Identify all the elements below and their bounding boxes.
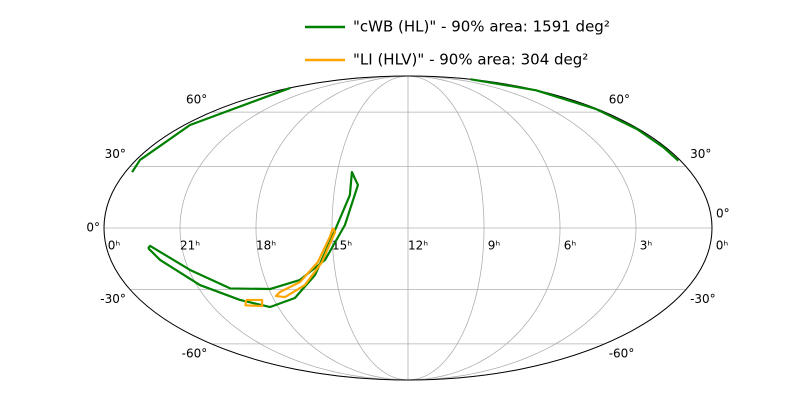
- sky-boundary: [103, 75, 713, 381]
- legend-label: "LI (HLV)" - 90% area: 304 deg²: [353, 51, 588, 69]
- x-tick-label: 6ʰ: [564, 239, 577, 253]
- contour-line: [470, 78, 680, 162]
- x-tick-label: 3ʰ: [640, 239, 653, 253]
- x-tick-label: 12ʰ: [408, 239, 428, 253]
- y-tick-label: 0°: [716, 207, 730, 221]
- legend: "cWB (HL)" - 90% area: 1591 deg² "LI (HLV…: [305, 18, 610, 69]
- contour-line: [274, 227, 337, 299]
- y-tick-label: 60°: [186, 93, 207, 107]
- y-tick-label: 60°: [609, 93, 630, 107]
- x-tick-label: 0ʰ: [108, 239, 121, 253]
- y-tick-label: 0°: [86, 221, 100, 235]
- x-tick-label: 0ʰ: [716, 239, 729, 253]
- x-tick-label: 15ʰ: [332, 239, 352, 253]
- contour-line: [147, 171, 360, 309]
- y-tick-label: -60°: [609, 346, 635, 360]
- y-tick-label: -30°: [690, 292, 716, 306]
- y-tick-label: -30°: [100, 292, 126, 306]
- contour-line: [244, 298, 264, 308]
- legend-label: "cWB (HL)" - 90% area: 1591 deg²: [353, 18, 610, 36]
- x-tick-label: 21ʰ: [180, 239, 200, 253]
- contour-line: [131, 86, 291, 173]
- y-tick-label: -60°: [182, 346, 208, 360]
- x-tick-label: 18ʰ: [256, 239, 276, 253]
- x-tick-label: 9ʰ: [488, 239, 501, 253]
- y-tick-label: 30°: [105, 147, 126, 161]
- y-tick-label: 30°: [690, 147, 711, 161]
